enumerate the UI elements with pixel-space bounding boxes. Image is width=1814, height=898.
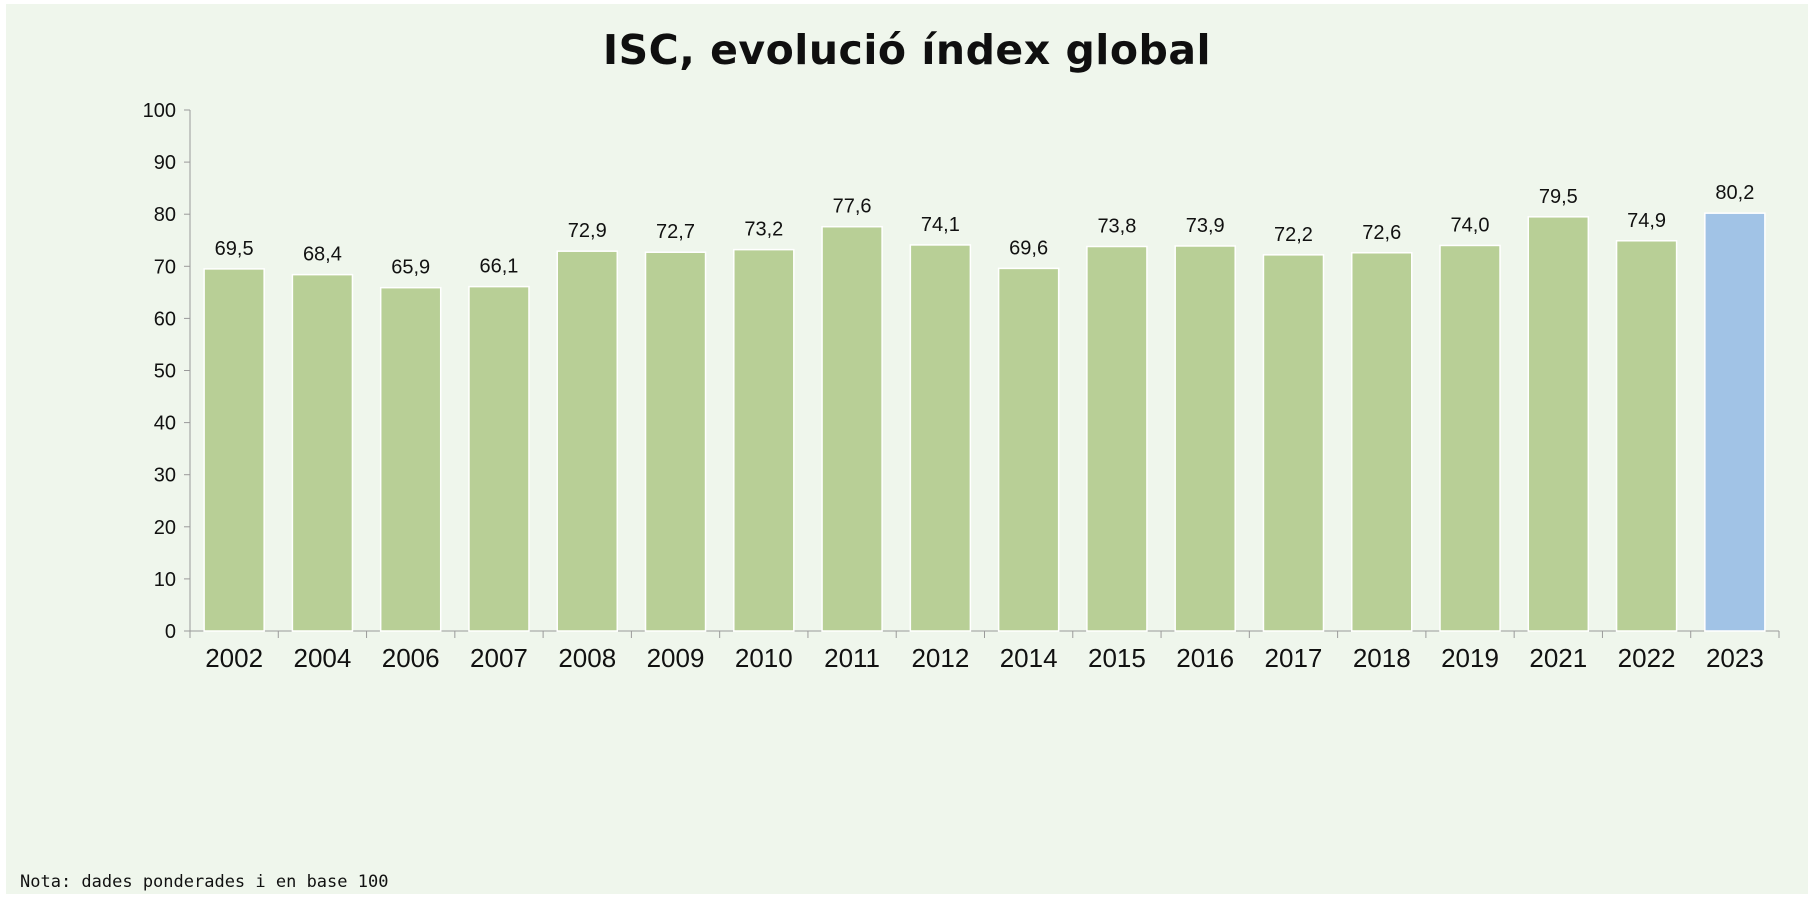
bar-2019 bbox=[1439, 244, 1501, 632]
bar-2009 bbox=[644, 251, 707, 632]
bar-chart: 0 10 20 30 40 50 60 70 80 90 100 2002 2004 2006 2007 20… bbox=[143, 100, 1780, 673]
y-tick-label: 50 bbox=[154, 361, 176, 383]
data-label-2012: 74,1 bbox=[921, 214, 960, 236]
x-tick-label-2018: 2018 bbox=[1353, 643, 1411, 673]
chart-title: ISC, evolució índex global bbox=[602, 26, 1212, 74]
bar-2008 bbox=[556, 250, 619, 632]
y-tick-label: 40 bbox=[154, 413, 176, 435]
y-tick-label: 80 bbox=[154, 204, 176, 226]
bar-2021 bbox=[1527, 216, 1590, 632]
x-tick-label-2022: 2022 bbox=[1618, 643, 1676, 673]
bar-2007 bbox=[468, 285, 530, 632]
x-tick-label-2021: 2021 bbox=[1529, 643, 1587, 673]
x-tick-label-2008: 2008 bbox=[558, 643, 616, 673]
data-label-2014: 69,6 bbox=[1009, 237, 1048, 259]
y-tick-label: 0 bbox=[165, 621, 176, 643]
data-label-2017: 72,2 bbox=[1274, 224, 1313, 246]
data-label-2022: 74,9 bbox=[1627, 210, 1666, 232]
bar-2004 bbox=[291, 273, 354, 632]
y-tick-label: 30 bbox=[154, 465, 176, 487]
bar-2014 bbox=[997, 267, 1060, 632]
data-label-2004: 68,4 bbox=[303, 244, 342, 266]
bar-2015 bbox=[1086, 245, 1148, 632]
x-tick-label-2006: 2006 bbox=[382, 643, 440, 673]
bar-2010 bbox=[733, 248, 795, 632]
bars bbox=[203, 212, 1766, 632]
x-tick-label-2014: 2014 bbox=[1000, 643, 1058, 673]
data-label-2016: 73,9 bbox=[1186, 215, 1225, 237]
data-labels: 69,5 68,4 65,9 66,1 72,9 72,7 73,2 77,6 74,1 69,6… bbox=[215, 182, 1755, 279]
x-tick-label-2010: 2010 bbox=[735, 643, 793, 673]
data-label-2023: 80,2 bbox=[1715, 182, 1754, 204]
data-label-2011: 77,6 bbox=[833, 196, 872, 218]
x-tick-label-2017: 2017 bbox=[1265, 643, 1323, 673]
data-label-2006: 65,9 bbox=[391, 257, 430, 279]
x-tick-label-2007: 2007 bbox=[470, 643, 528, 673]
chart-note: Nota: dades ponderades i en base 100 bbox=[20, 872, 389, 892]
x-tick-label-2009: 2009 bbox=[647, 643, 705, 673]
bar-2002 bbox=[203, 268, 265, 632]
bar-2022 bbox=[1615, 240, 1678, 632]
data-label-2015: 73,8 bbox=[1097, 216, 1136, 238]
y-tick-label: 90 bbox=[154, 152, 176, 174]
data-label-2009: 72,7 bbox=[656, 221, 695, 243]
y-tick-label: 10 bbox=[154, 569, 176, 591]
data-label-2010: 73,2 bbox=[744, 219, 783, 241]
data-label-2002: 69,5 bbox=[215, 238, 254, 260]
x-tick-label-2004: 2004 bbox=[293, 643, 351, 673]
data-label-2021: 79,5 bbox=[1539, 186, 1578, 208]
bar-2018 bbox=[1350, 252, 1413, 632]
data-label-2019: 74,0 bbox=[1451, 214, 1490, 236]
bar-2017 bbox=[1262, 254, 1325, 632]
x-tick-label-2012: 2012 bbox=[911, 643, 969, 673]
y-tick-label: 100 bbox=[143, 100, 176, 122]
axes: 0 10 20 30 40 50 60 70 80 90 100 2002 2004 2006 2007 20… bbox=[143, 100, 1780, 673]
bar-2012 bbox=[909, 244, 972, 632]
data-label-2007: 66,1 bbox=[480, 256, 519, 278]
data-label-2008: 72,9 bbox=[568, 220, 607, 242]
x-tick-label-2023: 2023 bbox=[1706, 643, 1764, 673]
data-label-2018: 72,6 bbox=[1362, 222, 1401, 244]
x-tick-label-2002: 2002 bbox=[205, 643, 263, 673]
bar-2023 bbox=[1704, 212, 1766, 632]
y-tick-label: 60 bbox=[154, 308, 176, 330]
x-tick-label-2016: 2016 bbox=[1176, 643, 1234, 673]
x-tick-label-2019: 2019 bbox=[1441, 643, 1499, 673]
bar-2011 bbox=[821, 225, 883, 632]
bar-2006 bbox=[379, 286, 442, 632]
y-tick-label: 20 bbox=[154, 517, 176, 539]
bar-2016 bbox=[1174, 245, 1236, 632]
x-tick-label-2015: 2015 bbox=[1088, 643, 1146, 673]
y-tick-label: 70 bbox=[154, 256, 176, 278]
chart-card: ISC, evolució índex global 0 10 20 30 40 50 60… bbox=[6, 4, 1808, 894]
x-tick-label-2011: 2011 bbox=[824, 643, 880, 673]
